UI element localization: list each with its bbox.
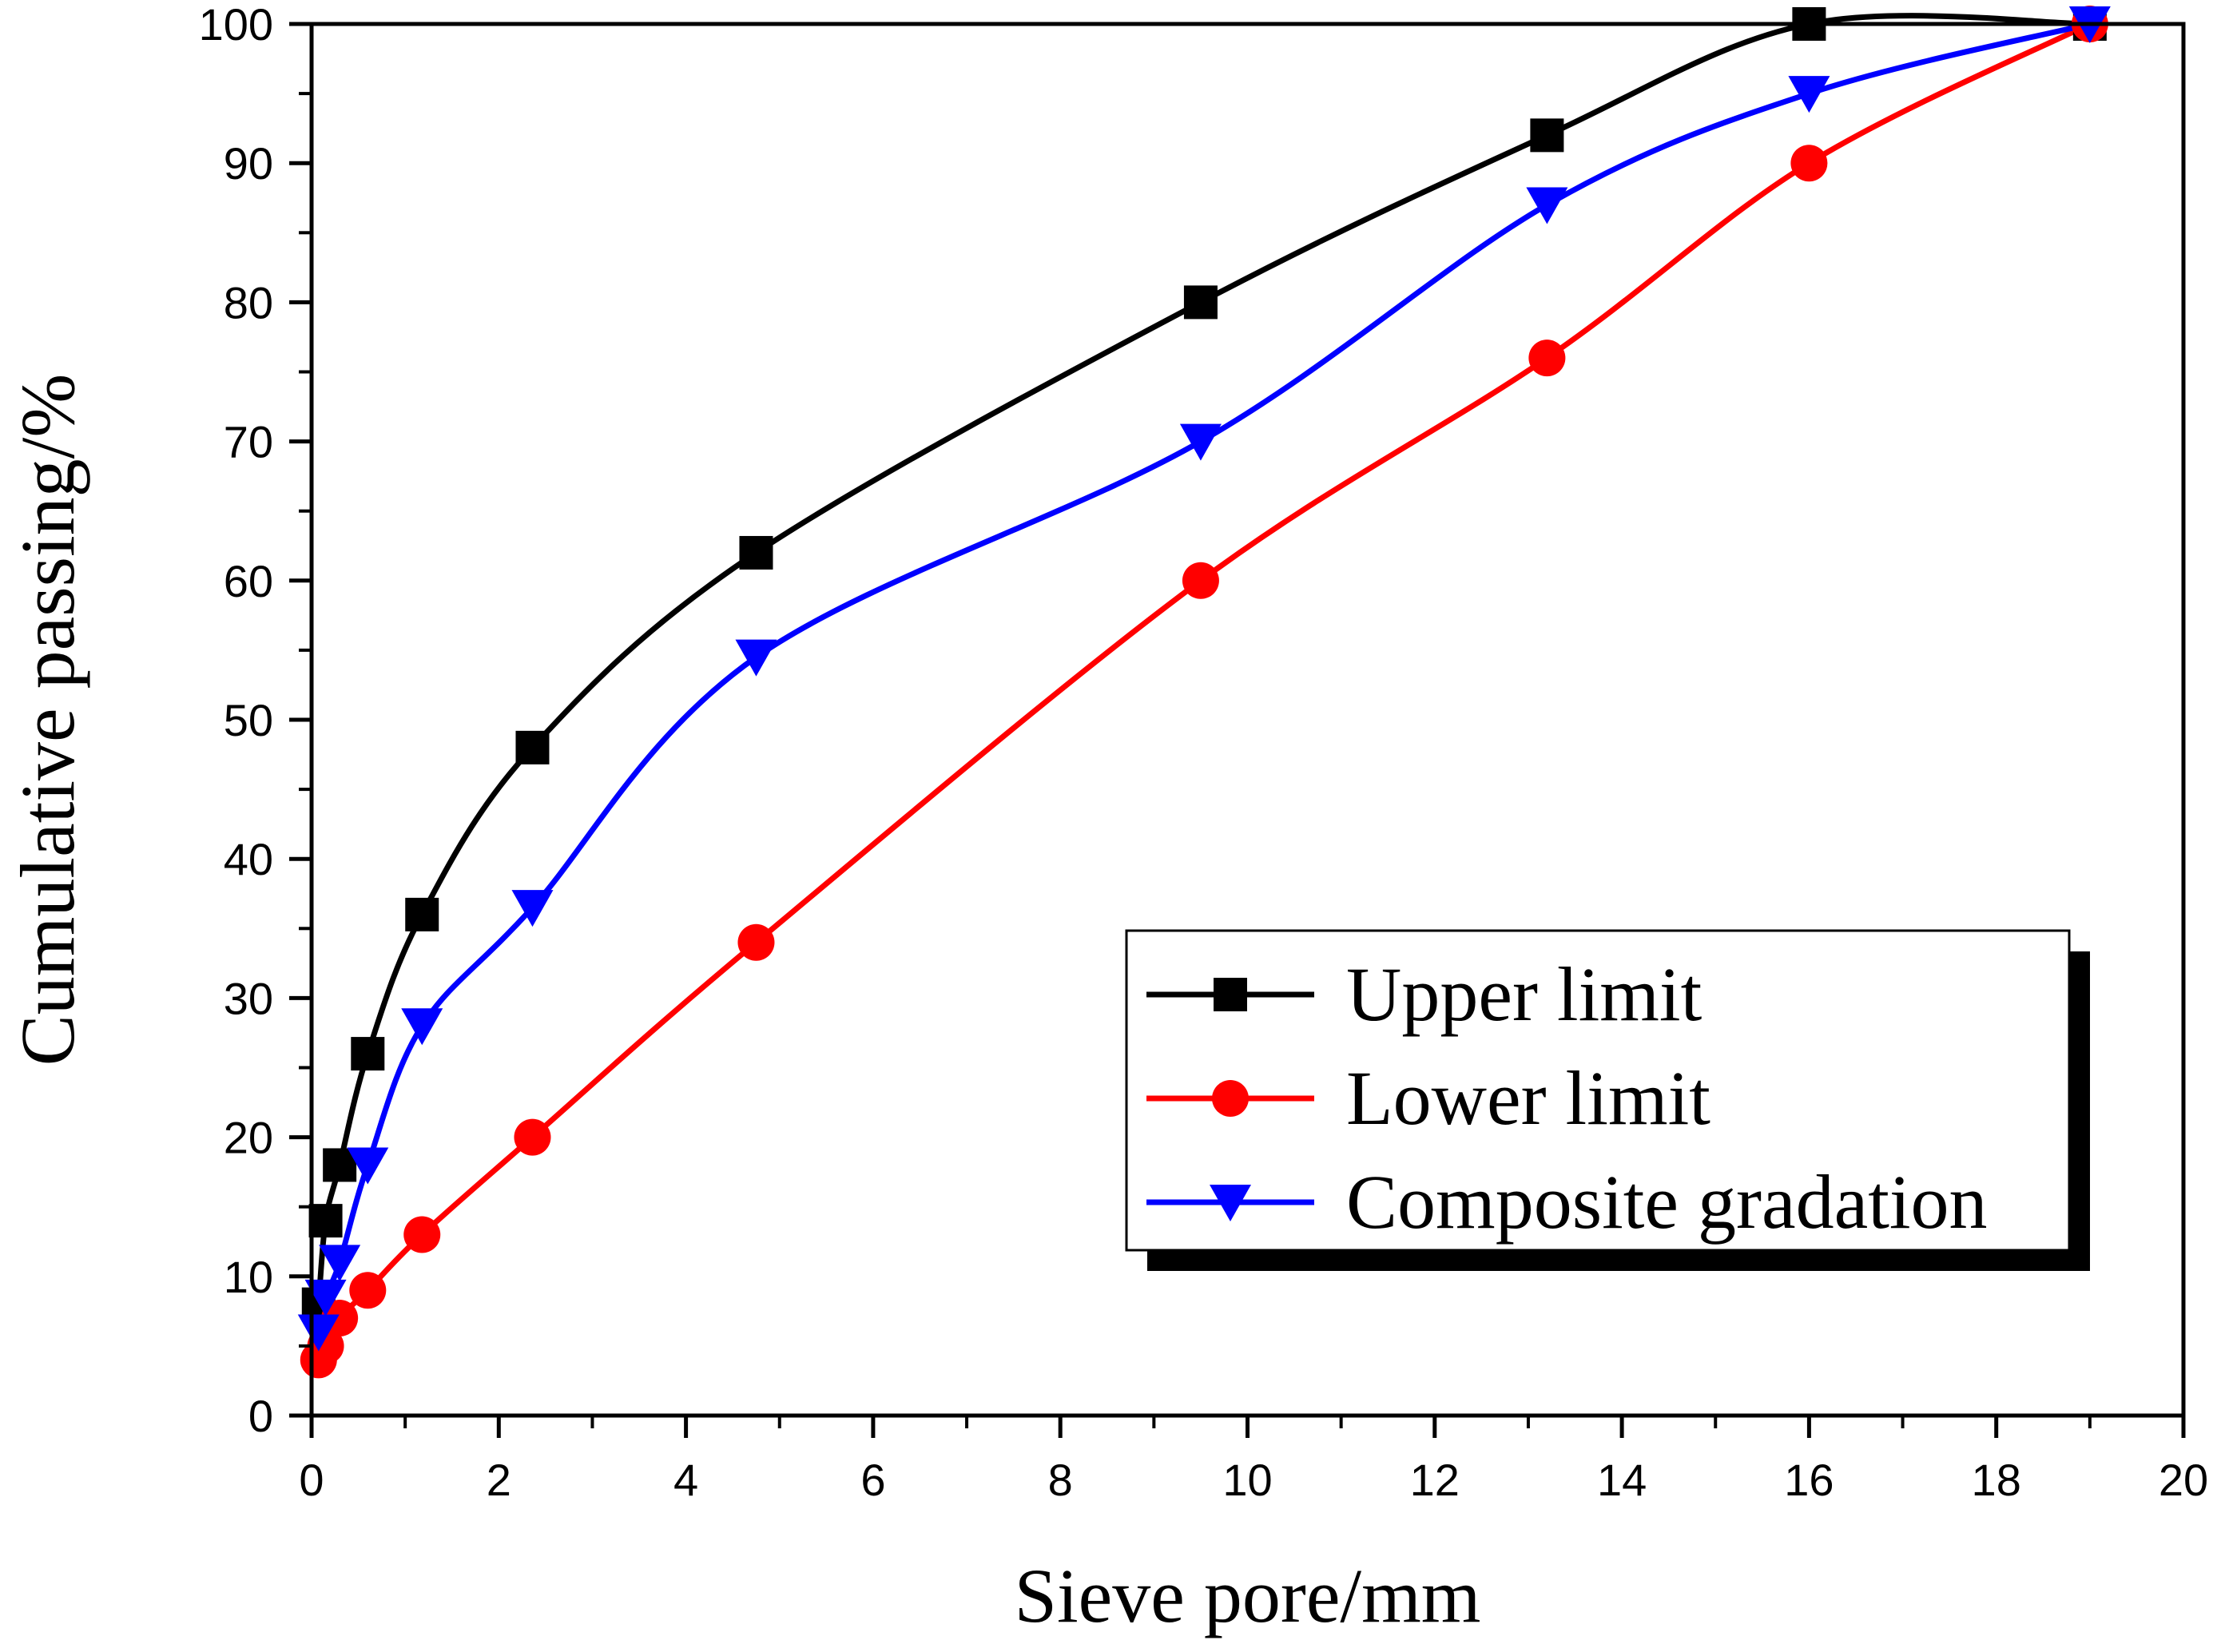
y-tick-label: 50: [224, 695, 273, 745]
y-tick-label: 80: [224, 277, 273, 328]
data-point-lower-limit: [514, 1118, 551, 1156]
x-tick-label: 18: [1972, 1455, 2021, 1505]
x-tick-label: 4: [673, 1455, 698, 1505]
legend-box: [1125, 929, 2071, 1252]
data-point-lower-limit: [1790, 145, 1828, 182]
x-tick-label: 12: [1410, 1455, 1460, 1505]
legend-swatch-marker: [1214, 978, 1247, 1011]
x-axis: 0 2 4 6 8 10 12 14 16 18 20: [299, 1416, 2208, 1505]
x-tick-label: 10: [1222, 1455, 1272, 1505]
x-tick-label: 20: [2159, 1455, 2208, 1505]
data-point-composite-gradation: [304, 1279, 347, 1316]
data-point-lower-limit: [1182, 562, 1219, 599]
y-tick-label: 10: [224, 1252, 273, 1302]
legend: Upper limit Lower limit Composite gradatio…: [1125, 929, 2090, 1271]
legend-swatch-marker: [1212, 1080, 1249, 1117]
data-point-composite-gradation: [347, 1147, 389, 1185]
y-tick-label: 30: [224, 973, 273, 1023]
y-tick-label: 70: [224, 417, 273, 467]
data-point-upper-limit: [1530, 118, 1564, 153]
data-point-lower-limit: [349, 1272, 387, 1309]
y-tick-label: 90: [224, 138, 273, 189]
y-tick-label: 40: [224, 834, 273, 884]
x-tick-label: 6: [860, 1455, 885, 1505]
y-tick-label: 100: [199, 0, 273, 50]
data-point-composite-gradation: [297, 1314, 340, 1352]
x-tick-label: 14: [1597, 1455, 1647, 1505]
y-axis-title: Cumulative passing/%: [5, 374, 90, 1066]
series-markers: [297, 6, 2111, 1379]
x-axis-title: Sieve pore/mm: [1015, 1553, 1481, 1638]
y-tick-label: 0: [248, 1391, 273, 1441]
legend-swatch-marker: [1210, 1185, 1251, 1221]
series-line-composite-gradation: [316, 21, 2091, 1333]
data-point-lower-limit: [737, 923, 775, 961]
x-tick-label: 2: [487, 1455, 511, 1505]
data-point-composite-gradation: [1179, 423, 1222, 461]
y-axis: 0 10 20 30 40 50 60 70 80 90 100: [199, 0, 312, 1441]
data-point-composite-gradation: [319, 1245, 361, 1282]
data-point-composite-gradation: [735, 639, 777, 677]
data-point-composite-gradation: [1526, 187, 1568, 224]
data-point-composite-gradation: [401, 1008, 443, 1046]
legend-label: Lower limit: [1346, 1055, 1710, 1141]
data-point-upper-limit: [1183, 285, 1218, 320]
data-point-lower-limit: [403, 1216, 441, 1253]
data-point-upper-limit: [515, 730, 550, 764]
x-tick-label: 0: [299, 1455, 324, 1505]
y-tick-label: 20: [224, 1113, 273, 1163]
x-tick-label: 16: [1784, 1455, 1834, 1505]
data-point-composite-gradation: [1788, 76, 1830, 113]
data-point-composite-gradation: [511, 890, 554, 927]
data-point-upper-limit: [405, 897, 439, 931]
y-tick-label: 60: [224, 556, 273, 606]
data-point-upper-limit: [351, 1037, 385, 1071]
legend-label: Composite gradation: [1346, 1159, 1988, 1245]
data-point-upper-limit: [739, 535, 773, 570]
x-tick-label: 8: [1048, 1455, 1073, 1505]
data-point-upper-limit: [308, 1204, 343, 1238]
legend-label: Upper limit: [1346, 951, 1703, 1037]
data-point-lower-limit: [1528, 340, 1566, 377]
